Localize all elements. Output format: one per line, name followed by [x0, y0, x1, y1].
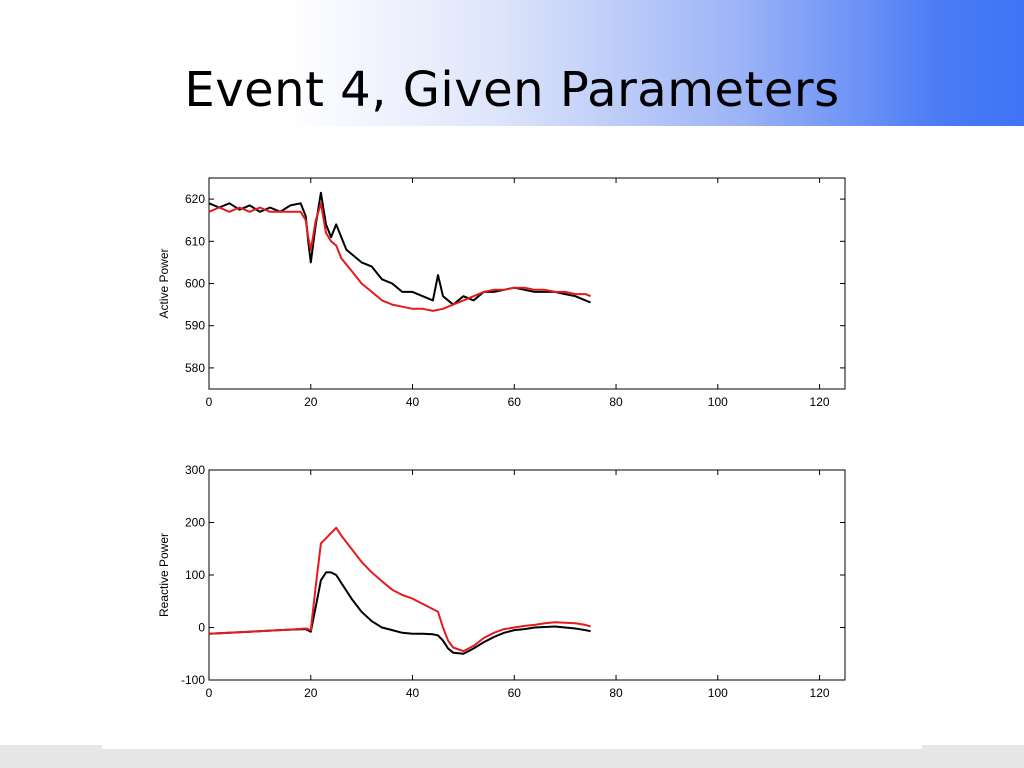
- series-line-red: [208, 526, 591, 653]
- footer-bar: [0, 745, 1024, 768]
- plot-frame: [208, 469, 846, 681]
- series-line-red: [208, 202, 591, 312]
- plot-frame: [208, 177, 846, 390]
- y-tick-label: 0: [198, 621, 205, 635]
- x-tick-label: 80: [609, 395, 623, 409]
- x-tick-label: 80: [609, 686, 623, 700]
- chart-1: 0 20 40 60 80 100 120 580 590 600 610 620 Active Pow…: [157, 177, 846, 409]
- y-axis-label: Active Power: [157, 248, 171, 318]
- x-tick-label: 100: [708, 686, 728, 700]
- x-tick-label: 40: [406, 395, 420, 409]
- series-line-black: [208, 191, 591, 306]
- y-tick-label: -100: [181, 673, 205, 687]
- title-banner: [0, 0, 1024, 126]
- y-tick-label: 300: [185, 463, 205, 477]
- x-tick-label: 0: [206, 395, 213, 409]
- y-axis-label: Reactive Power: [157, 533, 171, 617]
- y-tick-label: 200: [185, 516, 205, 530]
- x-tick-label: 20: [304, 395, 318, 409]
- footer-divider: [102, 745, 922, 749]
- x-tick-label: 120: [810, 686, 830, 700]
- x-tick-label: 20: [304, 686, 318, 700]
- x-tick-label: 120: [810, 395, 830, 409]
- y-tick-label: 100: [185, 568, 205, 582]
- x-tick-label: 0: [206, 686, 213, 700]
- x-tick-label: 60: [508, 686, 522, 700]
- y-tick-label: 580: [185, 361, 205, 375]
- series-line-black: [208, 571, 591, 655]
- x-tick-label: 40: [406, 686, 420, 700]
- slide-title: Event 4, Given Parameters: [184, 62, 840, 118]
- y-tick-label: 620: [185, 192, 205, 206]
- y-tick-label: 590: [185, 319, 205, 333]
- y-tick-label: 610: [185, 234, 205, 248]
- x-tick-label: 100: [708, 395, 728, 409]
- y-tick-label: 600: [185, 277, 205, 291]
- x-tick-label: 60: [508, 395, 522, 409]
